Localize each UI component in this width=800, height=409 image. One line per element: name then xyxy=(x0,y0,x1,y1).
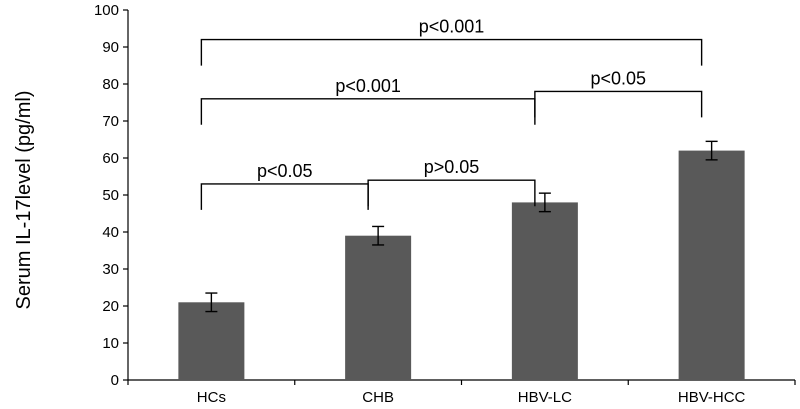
y-tick-label: 80 xyxy=(102,76,119,93)
significance-bracket: p>0.05 xyxy=(367,157,536,207)
error-bar xyxy=(538,192,551,213)
significance-bracket: p<0.05 xyxy=(534,68,703,118)
error-bar xyxy=(205,292,218,313)
y-tick-label: 100 xyxy=(94,2,119,19)
significance-bracket: p<0.001 xyxy=(200,17,703,66)
x-tick-label: HBV-HCC xyxy=(678,389,746,406)
y-tick-label: 0 xyxy=(111,372,119,389)
significance-bracket: p<0.001 xyxy=(200,76,536,125)
y-tick-label: 50 xyxy=(102,187,119,204)
y-tick-label: 40 xyxy=(102,224,119,241)
y-tick-label: 60 xyxy=(102,150,119,167)
p-value-label: p<0.05 xyxy=(590,68,646,88)
p-value-label: p<0.05 xyxy=(257,161,313,181)
p-value-label: p<0.001 xyxy=(419,17,485,37)
y-tick-label: 90 xyxy=(102,39,119,56)
y-tick-label: 20 xyxy=(102,298,119,315)
bracket-line xyxy=(200,38,703,66)
significance-brackets: p<0.05 p>0.05 p<0.001 p<0.05 p<0.001 xyxy=(200,17,703,210)
y-tick-label: 10 xyxy=(102,335,119,352)
x-tick-label: HBV-LC xyxy=(518,389,572,406)
bar-hcs xyxy=(178,302,245,380)
x-tick-label: HCs xyxy=(197,389,226,406)
p-value-label: p<0.001 xyxy=(335,76,401,96)
y-tick-label: 30 xyxy=(102,261,119,278)
error-bars xyxy=(205,140,718,313)
y-axis-label: Serum IL-17level (pg/ml) xyxy=(13,91,35,310)
bar-hbv-lc xyxy=(511,202,578,380)
x-tick-label: CHB xyxy=(362,389,394,406)
bracket-line xyxy=(367,179,536,207)
significance-bracket: p<0.05 xyxy=(200,161,369,210)
bracket-line xyxy=(200,98,536,125)
bars xyxy=(178,150,745,380)
bar-hbv-hcc xyxy=(678,150,745,380)
error-bar xyxy=(372,225,385,246)
bracket-line xyxy=(200,183,369,210)
p-value-label: p>0.05 xyxy=(424,157,480,177)
error-bar xyxy=(705,140,718,161)
y-tick-label: 70 xyxy=(102,113,119,130)
bracket-line xyxy=(534,90,703,118)
axes: 0 10 20 30 40 50 60 70 80 90 100 HCs CHB HBV-LC HBV-HC… xyxy=(94,2,796,406)
bar-chb xyxy=(345,235,412,380)
